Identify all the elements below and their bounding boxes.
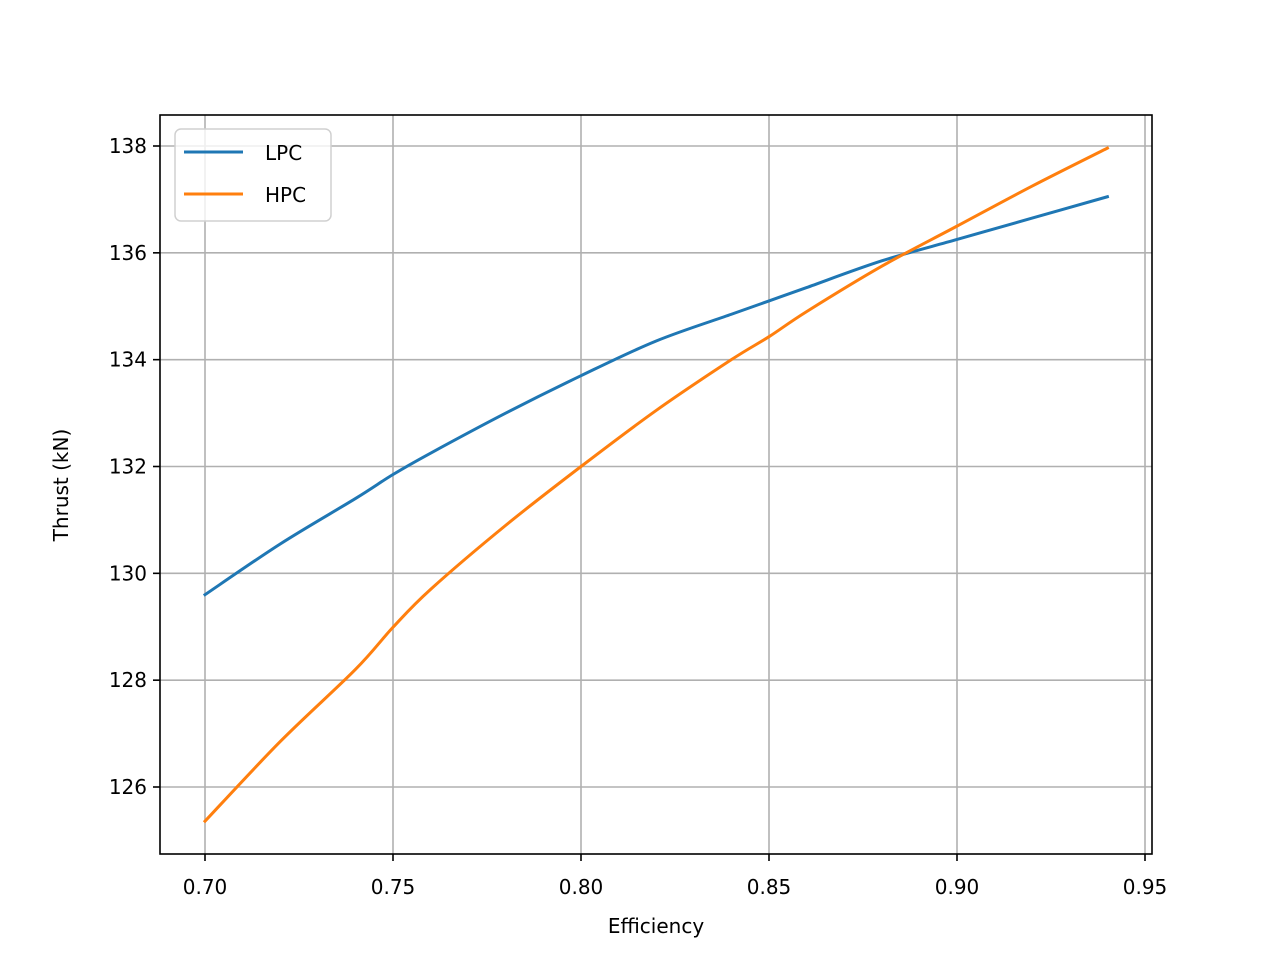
x-axis: 0.70 0.75 0.80 0.85 0.90 0.95 [183,854,1168,899]
x-tick-label: 0.95 [1123,875,1168,899]
legend: LPC HPC [174,128,332,222]
y-axis-label: Thrust (kN) [49,429,73,543]
x-tick-label: 0.90 [935,875,980,899]
x-tick-label: 0.85 [747,875,792,899]
plot-frame [159,114,1153,855]
x-axis-label: Efficiency [608,914,705,938]
legend-label-hpc: HPC [265,183,306,207]
series-layer [202,146,1110,824]
y-tick-label: 126 [109,775,147,799]
y-tick-label: 130 [109,561,147,585]
y-tick-label: 134 [109,348,147,372]
x-tick-label: 0.80 [559,875,604,899]
y-axis: 126 128 130 132 134 136 138 [109,134,160,799]
y-tick-label: 136 [109,241,147,265]
y-tick-label: 132 [109,455,147,479]
legend-label-lpc: LPC [265,141,302,165]
x-tick-label: 0.70 [183,875,228,899]
x-tick-label: 0.75 [371,875,416,899]
legend-box [174,128,332,222]
series-line-lpc [202,194,1110,597]
y-tick-label: 128 [109,668,147,692]
grid [160,115,1152,854]
y-tick-label: 138 [109,134,147,158]
series-line-hpc [202,146,1110,824]
